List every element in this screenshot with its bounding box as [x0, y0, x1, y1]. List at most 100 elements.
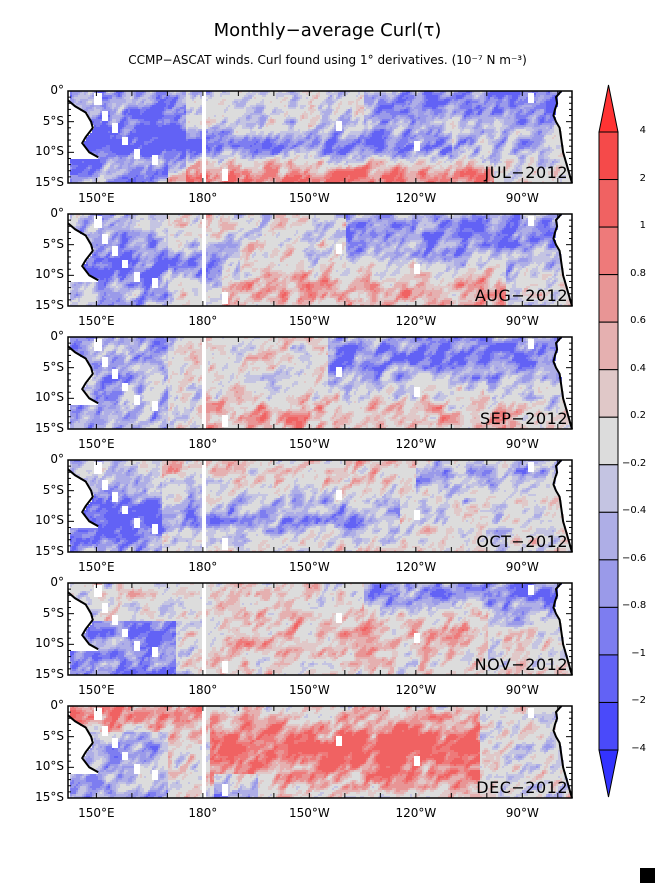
- lat-label: 15°S: [35, 175, 64, 189]
- lat-label: 0°: [50, 698, 64, 712]
- colorbar-swatch: [598, 321, 619, 371]
- colorbar-swatch: [598, 511, 619, 561]
- lon-label: 120°W: [395, 437, 437, 451]
- colorbar-label: −0.8: [622, 600, 647, 612]
- curl-field-heatmap: [68, 214, 572, 306]
- map-panel-0: JUL−2012: [67, 90, 573, 184]
- colorbar-label: −0.4: [622, 505, 647, 517]
- month-label: SEP−2012: [479, 409, 568, 428]
- lon-label: 90°W: [505, 560, 539, 574]
- figure-title: Monthly−average Curl(τ): [213, 20, 442, 41]
- map-panel-2: SEP−2012: [67, 336, 573, 430]
- lat-label: 10°S: [35, 513, 64, 528]
- lon-label: 180°: [188, 437, 218, 451]
- lat-label: 15°S: [35, 421, 64, 435]
- lat-label: 10°S: [35, 267, 64, 282]
- colorbar-swatch: [598, 369, 619, 418]
- curl-field-heatmap: [68, 460, 572, 552]
- colorbar-label: 0.2: [630, 410, 646, 422]
- panel-border: [67, 459, 573, 553]
- lon-label: 180°: [188, 191, 218, 205]
- lat-label: 5°S: [42, 728, 64, 743]
- map-frame: [67, 705, 573, 799]
- panel-border: [67, 582, 573, 676]
- lat-label: 0°: [50, 575, 64, 589]
- lat-label: 0°: [50, 83, 64, 97]
- new-guinea-coastline: [67, 468, 99, 528]
- lon-label: 150°W: [288, 437, 330, 451]
- lon-label: 150°E: [78, 806, 115, 820]
- lat-label: 15°S: [35, 667, 64, 681]
- colorbar-arrow-top: [598, 84, 619, 133]
- map-frame: [67, 90, 573, 184]
- south-america-coastline: [552, 90, 573, 184]
- map-panel-1: AUG−2012: [67, 213, 573, 307]
- map-frame: [67, 582, 573, 676]
- new-guinea-coastline: [67, 714, 99, 774]
- corner-marker: [640, 868, 655, 883]
- curl-field-heatmap: [68, 583, 572, 675]
- lon-label: 90°W: [505, 191, 539, 205]
- month-label: OCT−2012: [476, 532, 568, 551]
- lat-label: 10°S: [35, 636, 64, 651]
- lat-label: 0°: [50, 452, 64, 466]
- lat-label: 15°S: [35, 790, 64, 804]
- colorbar-label: 4: [639, 125, 646, 136]
- month-label: NOV−2012: [474, 655, 568, 674]
- lat-label: 5°S: [42, 236, 64, 251]
- lon-label: 120°W: [395, 191, 437, 205]
- lon-label: 90°W: [505, 314, 539, 328]
- colorbar-swatch: [598, 274, 619, 323]
- colorbar-swatch: [598, 701, 619, 751]
- new-guinea-coastline: [67, 345, 99, 405]
- lon-label: 150°E: [78, 437, 115, 451]
- lon-label: 150°E: [78, 191, 115, 205]
- panel-border: [67, 90, 573, 184]
- lon-label: 150°E: [78, 560, 115, 574]
- lon-label: 90°W: [505, 683, 539, 697]
- map-panel-5: DEC−2012: [67, 705, 573, 799]
- colorbar-swatch: [598, 416, 619, 466]
- lat-label: 5°S: [42, 113, 64, 128]
- lon-label: 150°E: [78, 314, 115, 328]
- south-america-coastline: [552, 459, 573, 553]
- lon-label: 150°W: [288, 314, 330, 328]
- south-america-coastline: [552, 213, 573, 307]
- colorbar-swatch: [598, 559, 619, 608]
- colorbar-swatch: [598, 654, 619, 703]
- colorbar-swatch: [598, 606, 619, 656]
- lat-label: 0°: [50, 206, 64, 220]
- lat-label: 5°S: [42, 359, 64, 374]
- colorbar-label: 2: [639, 172, 646, 184]
- map-frame: [67, 336, 573, 430]
- curl-field-heatmap: [68, 706, 572, 798]
- colorbar-swatch: [598, 131, 619, 181]
- lat-label: 10°S: [35, 759, 64, 774]
- panel-border: [67, 213, 573, 307]
- lon-label: 180°: [188, 806, 218, 820]
- lon-label: 120°W: [395, 683, 437, 697]
- lon-label: 180°: [188, 560, 218, 574]
- lon-label: 150°W: [288, 560, 330, 574]
- colorbar-swatch: [598, 464, 619, 513]
- curl-field-heatmap: [68, 337, 572, 429]
- colorbar-label: −2: [631, 695, 646, 707]
- panel-border: [67, 336, 573, 430]
- curl-field-heatmap: [68, 91, 572, 183]
- map-panel-4: NOV−2012: [67, 582, 573, 676]
- lat-label: 5°S: [42, 482, 64, 497]
- colorbar-swatch: [598, 179, 619, 228]
- map-panel-3: OCT−2012: [67, 459, 573, 553]
- lon-label: 150°W: [288, 191, 330, 205]
- colorbar-label: 0.6: [630, 315, 646, 327]
- map-frame: [67, 459, 573, 553]
- map-frame: [67, 213, 573, 307]
- lon-label: 180°: [188, 314, 218, 328]
- colorbar-label: 1: [639, 220, 646, 232]
- south-america-coastline: [552, 705, 573, 799]
- colorbar-label: 0.8: [630, 267, 646, 279]
- colorbar-label: 0.4: [630, 362, 646, 374]
- south-america-coastline: [552, 336, 573, 430]
- colorbar-label: −1: [631, 647, 646, 659]
